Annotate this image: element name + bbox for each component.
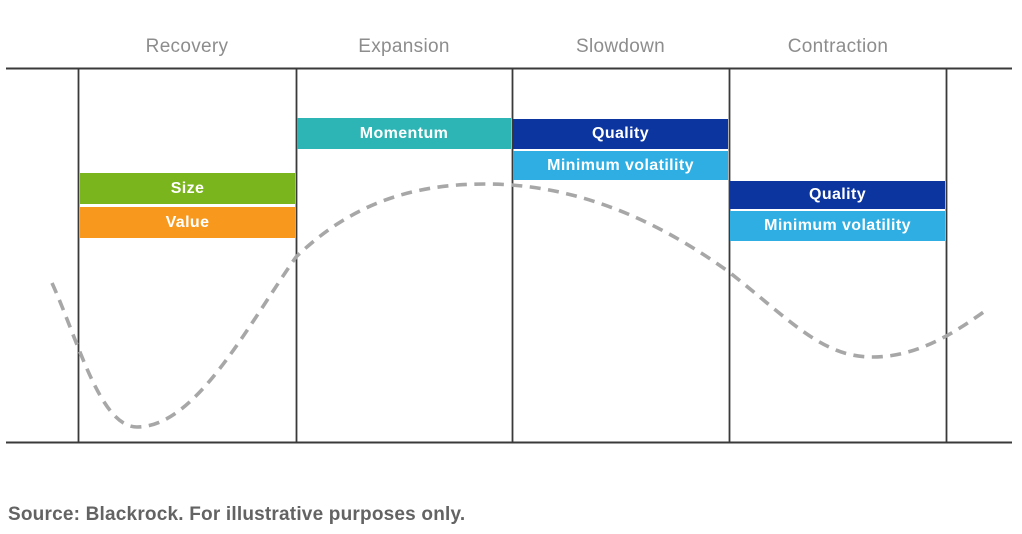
phase-header-expansion: Expansion (358, 36, 450, 57)
business-cycle-curve (50, 182, 987, 429)
factor-bar-momentum: Momentum (297, 118, 511, 149)
factor-bar-value: Value (80, 207, 295, 238)
factor-bar-minimum-volatility-slowdown: Minimum volatility (513, 151, 728, 180)
factor-bar-size: Size (80, 173, 295, 204)
source-note: Source: Blackrock. For illustrative purp… (8, 504, 466, 525)
factor-bar-minimum-volatility-contraction: Minimum volatility (730, 211, 945, 241)
phase-header-slowdown: Slowdown (575, 36, 665, 57)
phase-header-recovery: Recovery (145, 36, 229, 57)
factor-bar-quality-contraction: Quality (730, 181, 945, 209)
phase-header-contraction: Contraction (787, 36, 889, 57)
factor-bar-quality-slowdown: Quality (513, 119, 728, 149)
